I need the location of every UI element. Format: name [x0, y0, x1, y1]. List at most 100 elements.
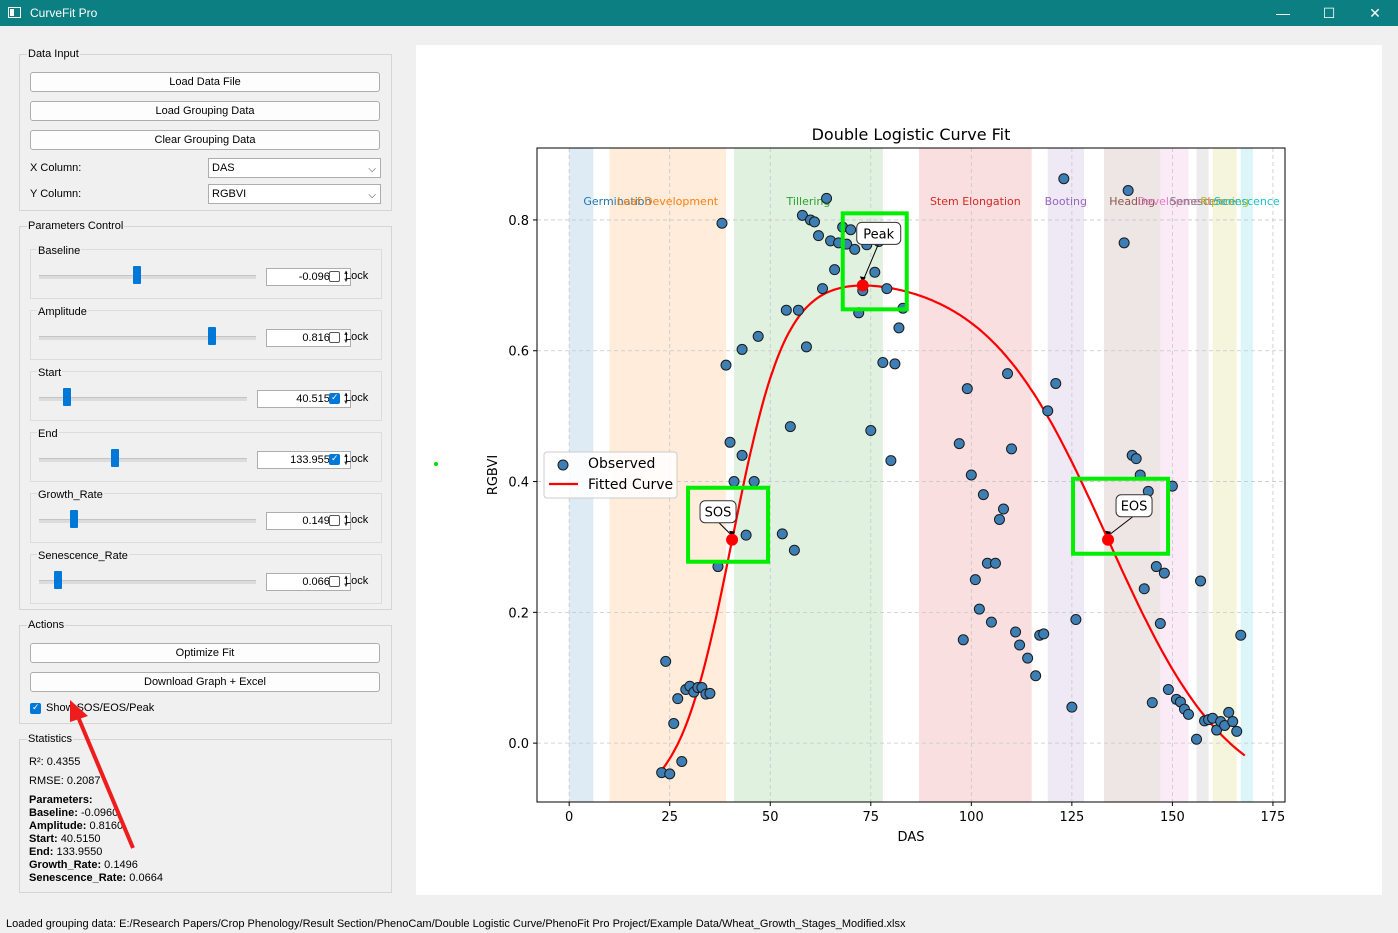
observed-point [1227, 716, 1239, 728]
maximize-button[interactable]: ☐ [1322, 4, 1336, 21]
observed-point [1235, 629, 1247, 641]
observed-point [720, 359, 732, 371]
lock-checkbox[interactable] [329, 453, 340, 465]
observed-point [1022, 652, 1034, 664]
observed-point [800, 341, 812, 353]
lock-label[interactable]: Lock [345, 331, 369, 343]
lock-label[interactable]: Lock [345, 575, 369, 587]
lock-label[interactable]: Lock [345, 514, 369, 526]
plot-canvas: Germination Leaf Development Tillering Stem… [416, 45, 1382, 895]
x-tick-label: 100 [959, 810, 984, 825]
observed-point [1050, 377, 1062, 389]
spin-arrows-icon[interactable]: ▲ ▼ [343, 575, 349, 589]
slider-track[interactable] [39, 275, 256, 279]
observed-point [1002, 368, 1014, 380]
lock-checkbox[interactable] [329, 271, 340, 282]
spin-arrows-icon[interactable]: ▲ ▼ [343, 331, 349, 345]
stage-label: Senescence [1170, 195, 1236, 208]
spin-arrows-icon[interactable]: ▲ ▼ [343, 270, 349, 284]
param-spinbox[interactable]: 133.9550 ▲ ▼ [257, 451, 351, 469]
observed-point [1138, 583, 1150, 595]
y-column-select[interactable]: RGBVI ⌵ [208, 184, 381, 204]
slider-handle[interactable] [70, 510, 79, 528]
slider-handle[interactable] [208, 327, 217, 345]
optimize-fit-button[interactable]: Optimize Fit [30, 643, 380, 663]
observed-point [1182, 708, 1194, 720]
observed-point [1014, 639, 1026, 651]
param-name: Growth_Rate [37, 489, 104, 501]
clear-grouping-data-button[interactable]: Clear Grouping Data [30, 130, 380, 150]
lock-label[interactable]: Lock [345, 453, 369, 465]
y-tick-label: 0.2 [508, 606, 529, 621]
observed-point [973, 603, 985, 615]
param-growth-rate: Growth_Rate 0.1496 ▲ ▼ Lock [30, 489, 382, 543]
param-baseline: Baseline -0.0960 ▲ ▼ Lock [30, 245, 382, 299]
observed-point [736, 449, 748, 461]
load-data-file-button[interactable]: Load Data File [30, 72, 380, 92]
slider-track[interactable] [39, 580, 256, 584]
slider-track[interactable] [39, 519, 256, 523]
x-column-select[interactable]: DAS ⌵ [208, 158, 381, 178]
show-markers-checkbox[interactable] [30, 702, 41, 714]
observed-point [1066, 701, 1078, 713]
observed-point [889, 358, 901, 370]
lock-checkbox[interactable] [329, 515, 340, 526]
slider-track[interactable] [39, 458, 247, 462]
param-value: 0.8160 [302, 332, 336, 344]
param-name: End [37, 428, 59, 440]
observed-point [993, 513, 1005, 525]
lock-checkbox[interactable] [329, 576, 340, 587]
marker-arrow [1107, 515, 1135, 537]
param-value: 0.0664 [302, 576, 336, 588]
x-tick-label: 25 [661, 810, 678, 825]
parameters-title: Parameters Control [27, 220, 125, 232]
observed-point [985, 616, 997, 628]
marker-label: Peak [863, 227, 894, 242]
marker-arrowhead [729, 530, 736, 537]
title-bar: CurveFit Pro — ☐ ✕ [0, 0, 1398, 26]
slider-handle[interactable] [133, 266, 142, 284]
observed-point [1118, 237, 1130, 249]
spin-arrows-icon[interactable]: ▲ ▼ [343, 514, 349, 528]
observed-point [668, 718, 680, 730]
x-tick-label: 50 [762, 810, 779, 825]
slider-track[interactable] [39, 397, 247, 401]
slider-handle[interactable] [111, 449, 119, 467]
spin-arrows-icon[interactable]: ▲ ▼ [343, 392, 349, 406]
observed-point [845, 224, 857, 236]
slider-track[interactable] [39, 336, 256, 340]
download-graph-button[interactable]: Download Graph + Excel [30, 672, 380, 692]
observed-point [664, 768, 676, 780]
observed-point [893, 322, 905, 334]
close-button[interactable]: ✕ [1369, 4, 1381, 21]
lock-label[interactable]: Lock [345, 392, 369, 404]
minimize-button[interactable]: — [1276, 5, 1290, 21]
observed-point [1150, 561, 1162, 573]
lock-label[interactable]: Lock [345, 270, 369, 282]
slider-handle[interactable] [53, 571, 62, 589]
param-value: 0.1496 [302, 515, 336, 527]
chevron-down-icon: ⌵ [368, 190, 376, 201]
actions-group: Actions [19, 619, 392, 724]
slider-handle[interactable] [63, 388, 71, 406]
marker-callout [1115, 494, 1153, 518]
observed-point [716, 217, 728, 229]
param-spinbox[interactable]: 40.5150 ▲ ▼ [257, 390, 351, 408]
param-value: -0.0960 [298, 271, 336, 283]
observed-point [1122, 185, 1134, 197]
observed-point [813, 230, 825, 242]
spin-arrows-icon[interactable]: ▲ ▼ [343, 453, 349, 467]
load-grouping-data-button[interactable]: Load Grouping Data [30, 101, 380, 121]
lock-checkbox[interactable] [329, 392, 340, 404]
observed-point [1162, 684, 1174, 696]
y-tick-label: 0.6 [508, 345, 529, 360]
x-column-label: X Column: [30, 162, 82, 174]
param-name: Amplitude [37, 306, 88, 318]
observed-point [1146, 697, 1158, 709]
stage-label: Germination [583, 195, 651, 208]
observed-point [881, 283, 893, 295]
observed-point [965, 469, 977, 481]
lock-checkbox[interactable] [329, 332, 340, 343]
